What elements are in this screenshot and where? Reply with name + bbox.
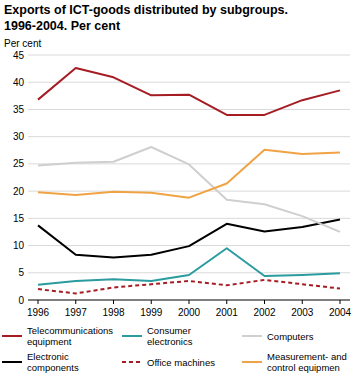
- y-tick-label: 10: [13, 240, 25, 251]
- series-line: [38, 248, 340, 284]
- x-tick-label: 2003: [291, 307, 314, 318]
- series-line: [38, 147, 340, 232]
- legend-swatch: [2, 361, 22, 363]
- y-axis-label: Per cent: [4, 38, 41, 49]
- grid-line: [28, 136, 350, 137]
- legend-label-line: Office machines: [147, 357, 215, 368]
- series-line: [38, 219, 340, 257]
- series-line: [38, 68, 340, 115]
- legend-label-line: equipment: [27, 336, 72, 347]
- x-tick-label: 1999: [140, 307, 163, 318]
- x-tick-label: 1998: [102, 307, 125, 318]
- y-tick-label: 30: [13, 131, 25, 142]
- x-tick: [151, 300, 152, 304]
- legend-label-line: Consumer: [147, 325, 191, 336]
- legend-label: Electroniccomponents: [27, 351, 79, 373]
- y-tick-label: 25: [13, 158, 25, 169]
- legend-label: Consumerelectronics: [147, 325, 193, 347]
- x-tick: [113, 300, 114, 304]
- x-tick: [340, 300, 341, 304]
- legend-label: Office machines: [147, 357, 215, 368]
- y-tick-label: 40: [13, 77, 25, 88]
- x-tick: [189, 300, 190, 304]
- x-tick-label: 2000: [178, 307, 201, 318]
- subtitle: 1996-2004. Per cent: [4, 19, 121, 33]
- grid-line: [28, 109, 350, 110]
- x-tick: [302, 300, 303, 304]
- legend-label-line: control equipmen: [267, 362, 340, 373]
- y-tick-label: 20: [13, 186, 25, 197]
- y-tick-label: 5: [18, 267, 24, 278]
- title: Exports of ICT-goods distributed by subg…: [4, 3, 288, 17]
- grid-line: [28, 218, 350, 219]
- chart: Exports of ICT-goods distributed by subg…: [0, 0, 360, 385]
- x-tick-label: 1997: [65, 307, 88, 318]
- x-tick-label: 1996: [27, 307, 50, 318]
- x-tick: [264, 300, 265, 304]
- x-tick-label: 2001: [216, 307, 239, 318]
- grid-line: [28, 55, 350, 56]
- series-line: [38, 150, 340, 198]
- y-tick-label: 0: [18, 295, 24, 306]
- x-tick: [38, 300, 39, 304]
- legend-label-line: components: [27, 362, 79, 373]
- legend-label: Computers: [267, 331, 314, 342]
- grid-line: [28, 82, 350, 83]
- legend-label-line: electronics: [147, 336, 193, 347]
- y-tick-label: 45: [13, 50, 25, 61]
- legend-label-line: Electronic: [27, 351, 69, 362]
- y-tick-label: 35: [13, 104, 25, 115]
- legend-label-line: Computers: [267, 331, 314, 342]
- legend-label: Telecommunicationsequipment: [27, 325, 113, 347]
- legend-swatch: [122, 335, 142, 337]
- x-tick-label: 2002: [253, 307, 276, 318]
- x-tick-label: 2004: [329, 307, 352, 318]
- x-tick: [75, 300, 76, 304]
- legend-swatch: [2, 335, 22, 337]
- grid-line: [28, 272, 350, 273]
- legend-label-line: Telecommunications: [27, 325, 113, 336]
- series-group: [38, 68, 340, 293]
- legend-swatch: [122, 361, 142, 363]
- y-tick-label: 15: [13, 213, 25, 224]
- x-tick: [226, 300, 227, 304]
- grid-line: [28, 191, 350, 192]
- legend-label: Measurement- andcontrol equipmen: [267, 351, 347, 373]
- series-line: [38, 280, 340, 294]
- legend-swatch: [242, 361, 262, 363]
- legend-swatch: [242, 335, 262, 337]
- legend-label-line: Measurement- and: [267, 351, 347, 362]
